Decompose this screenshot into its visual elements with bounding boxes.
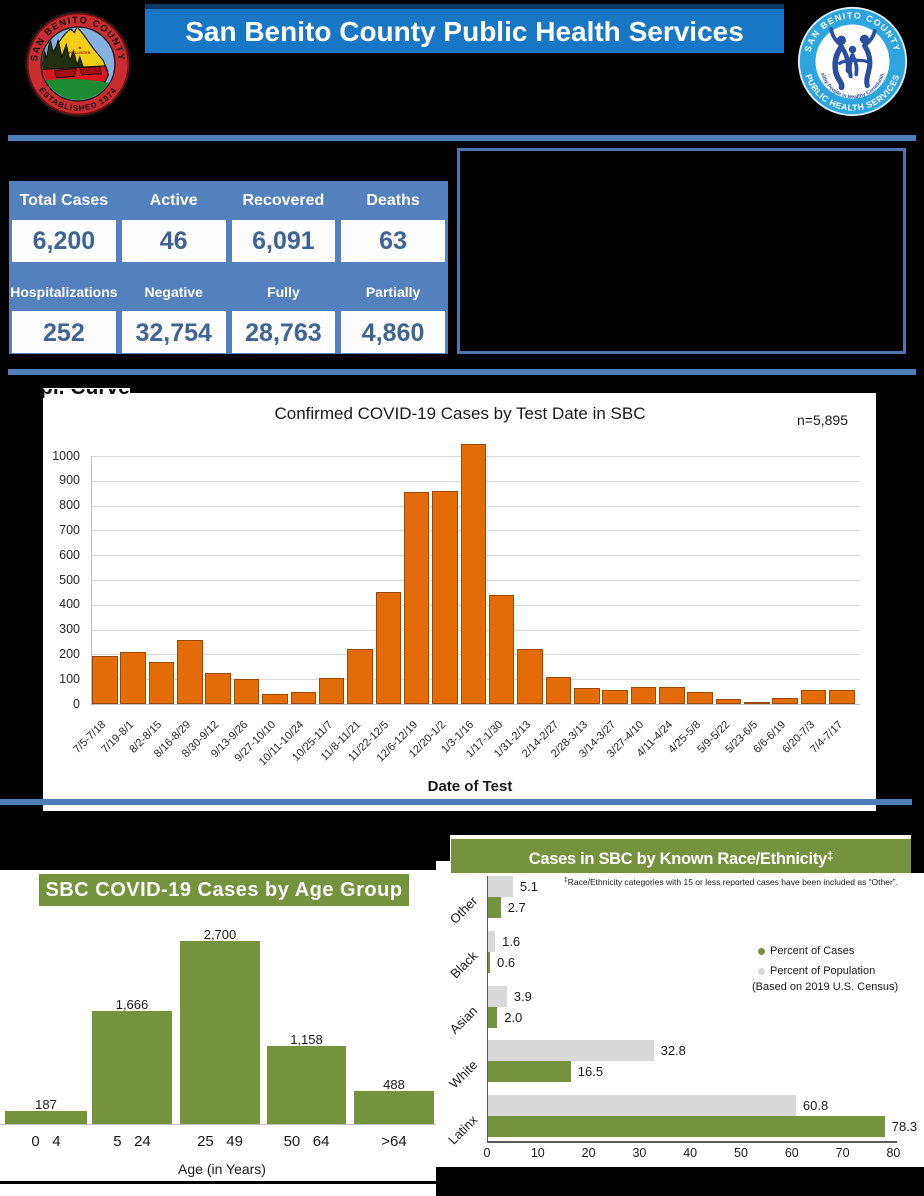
svg-text:HOLLISTER: HOLLISTER <box>69 51 91 55</box>
